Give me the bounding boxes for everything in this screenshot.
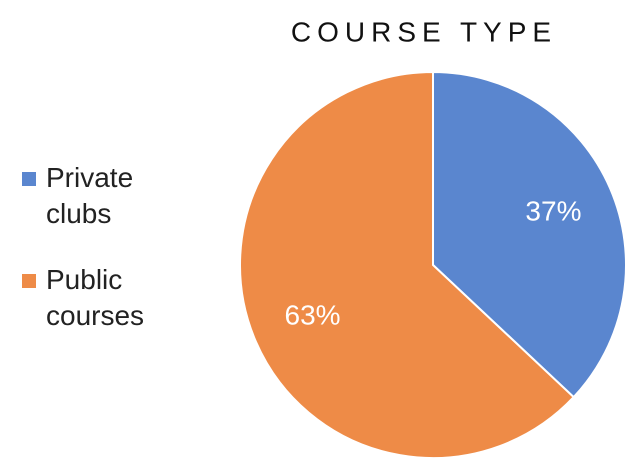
- legend-swatch: [22, 172, 36, 186]
- legend-label: Private clubs: [46, 160, 161, 232]
- legend-swatch: [22, 274, 36, 288]
- legend: Private clubs Public courses: [22, 160, 172, 364]
- legend-item: Public courses: [22, 262, 172, 334]
- data-label: 63%: [285, 300, 341, 331]
- legend-item: Private clubs: [22, 160, 172, 232]
- chart-title: COURSE TYPE: [291, 16, 557, 47]
- legend-label: Public courses: [46, 262, 161, 334]
- page: COURSE TYPE 37% 63% Private clubs Public c…: [0, 0, 633, 461]
- data-label: 37%: [525, 195, 581, 226]
